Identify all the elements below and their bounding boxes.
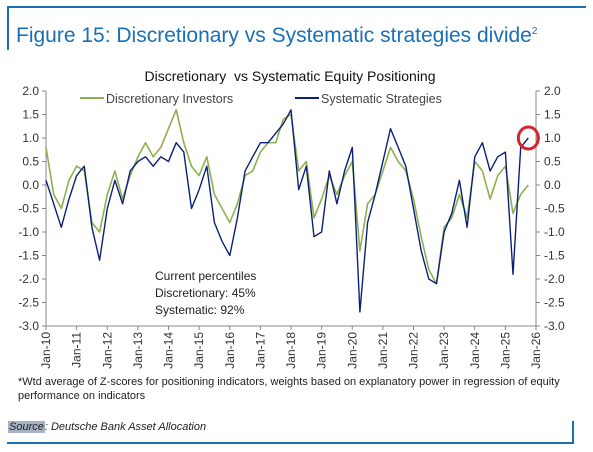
axes: 2.0 2.0 1.5 1.5 1.0 1.0 0.5 0.5 0.0 0.0 -0.5 -0.5 -1… bbox=[18, 84, 565, 369]
x-tick-label: Jan-26 bbox=[529, 332, 543, 369]
x-tick-label: Jan-23 bbox=[437, 332, 451, 369]
x-tick-label: Jan-25 bbox=[498, 332, 512, 369]
y-tick-label-left: 0.0 bbox=[22, 178, 39, 192]
legend: Discretionary Investors Systematic Strat… bbox=[80, 92, 442, 106]
y-tick-label-left: 1.5 bbox=[22, 108, 39, 122]
y-tick-label-right: 2.0 bbox=[544, 84, 561, 98]
x-tick-label: Jan-24 bbox=[468, 332, 482, 369]
y-tick-label-right: -1.0 bbox=[544, 225, 565, 239]
y-tick-label-right: 0.5 bbox=[544, 155, 561, 169]
frame-right-rule bbox=[572, 421, 574, 444]
legend-label-discretionary: Discretionary Investors bbox=[106, 92, 233, 106]
x-tick-label: Jan-16 bbox=[223, 332, 237, 369]
x-tick-label: Jan-18 bbox=[284, 332, 298, 369]
y-tick-label-right: 1.0 bbox=[544, 131, 561, 145]
figure-title-text: Figure 15: Discretionary vs Systematic s… bbox=[16, 24, 532, 47]
y-tick-label-right: -0.5 bbox=[544, 202, 565, 216]
y-tick-label-left: -2.0 bbox=[18, 272, 39, 286]
y-tick-label-left: -3.0 bbox=[18, 319, 39, 333]
x-tick-label: Jan-19 bbox=[315, 332, 329, 369]
x-tick-label: Jan-17 bbox=[253, 332, 267, 369]
chart-title: Discretionary vs Systematic Equity Posit… bbox=[145, 68, 436, 84]
percentile-annotation: Current percentiles Discretionary: 45% S… bbox=[155, 269, 256, 317]
systematic-line bbox=[45, 109, 529, 313]
y-tick-label-right: 1.5 bbox=[544, 108, 561, 122]
y-tick-label-left: -1.0 bbox=[18, 225, 39, 239]
highlight-circle bbox=[516, 125, 540, 151]
frame-top-rule bbox=[7, 6, 586, 8]
y-tick-label-right: -1.5 bbox=[544, 249, 565, 263]
series-lines bbox=[45, 108, 529, 313]
x-tick-label: Jan-14 bbox=[162, 332, 176, 369]
figure-title-superscript: 2 bbox=[531, 26, 538, 37]
source-line: Source: Deutsche Bank Asset Allocation bbox=[8, 421, 206, 433]
x-tick-label: Jan-13 bbox=[131, 332, 145, 369]
y-tick-label-left: 2.0 bbox=[22, 84, 39, 98]
source-text: : Deutsche Bank Asset Allocation bbox=[44, 421, 207, 433]
annotation-discretionary: Discretionary: 45% bbox=[155, 286, 256, 300]
positioning-chart: Discretionary vs Systematic Equity Posit… bbox=[18, 68, 565, 369]
footnote: *Wtd average of Z-scores for positioning… bbox=[18, 376, 560, 402]
x-tick-label: Jan-20 bbox=[345, 332, 359, 369]
frame-bottom-rule bbox=[7, 442, 574, 444]
x-tick-label: Jan-15 bbox=[192, 332, 206, 369]
x-tick-label: Jan-22 bbox=[407, 332, 421, 369]
y-tick-label-left: 1.0 bbox=[22, 131, 39, 145]
frame-left-rule bbox=[7, 6, 9, 50]
x-tick-label: Jan-21 bbox=[376, 332, 390, 369]
annotation-systematic: Systematic: 92% bbox=[155, 303, 245, 317]
figure-title: Figure 15: Discretionary vs Systematic s… bbox=[16, 24, 537, 48]
y-tick-label-left: 0.5 bbox=[22, 155, 39, 169]
y-tick-label-left: -1.5 bbox=[18, 249, 39, 263]
x-tick-label: Jan-10 bbox=[39, 332, 53, 369]
y-tick-label-left: -2.5 bbox=[18, 296, 39, 310]
source-label: Source bbox=[8, 421, 45, 433]
y-tick-label-left: -0.5 bbox=[18, 202, 39, 216]
y-tick-label-right: -2.0 bbox=[544, 272, 565, 286]
annotation-heading: Current percentiles bbox=[155, 269, 256, 283]
y-tick-label-right: -3.0 bbox=[544, 319, 565, 333]
y-tick-label-right: -2.5 bbox=[544, 296, 565, 310]
x-tick-label: Jan-11 bbox=[70, 332, 84, 368]
legend-label-systematic: Systematic Strategies bbox=[321, 92, 442, 106]
y-tick-label-right: 0.0 bbox=[544, 178, 561, 192]
x-tick-label: Jan-12 bbox=[100, 332, 114, 369]
